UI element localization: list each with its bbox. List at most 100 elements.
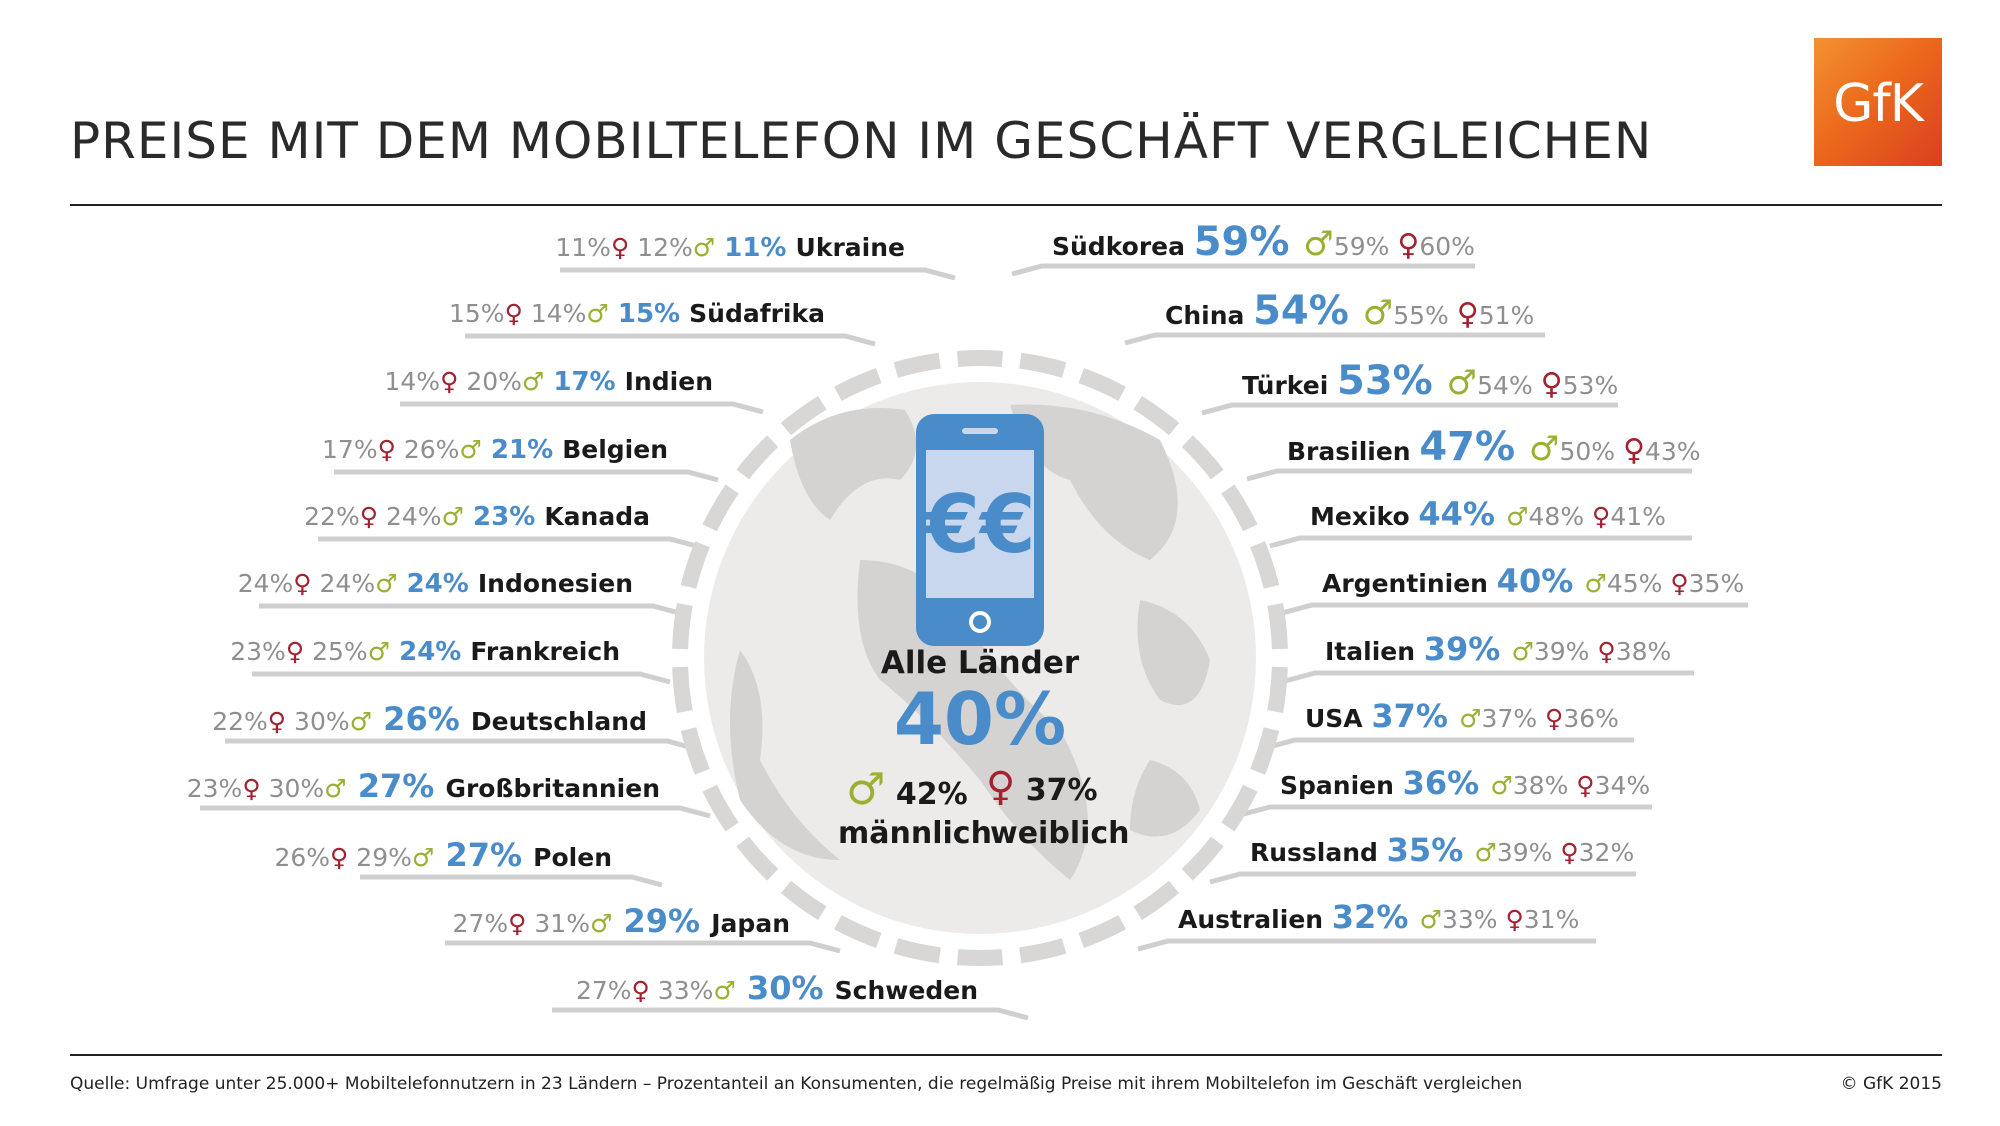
country-label: Italien (1325, 637, 1424, 666)
euro-icon: €€ (922, 478, 1035, 571)
ring-segment (1181, 836, 1224, 881)
male-value: 14% (522, 299, 587, 328)
total-value: 29% (612, 902, 712, 940)
leader-line (1284, 670, 1694, 684)
logo-text: GfK (1833, 74, 1924, 134)
ring-segment (1250, 727, 1280, 775)
female-value: 31% (1523, 905, 1580, 934)
female-icon: ♀ (610, 233, 630, 262)
female-icon: ♀ (1397, 228, 1420, 263)
country-label: Schweden (834, 976, 978, 1005)
ring-segment (1221, 784, 1258, 832)
country-label: Großbritannien (445, 774, 660, 803)
male-icon: ♂ (375, 569, 398, 598)
female-icon: ♀ (267, 707, 287, 736)
country-label: Ukraine (795, 233, 905, 262)
male-value: 50% (1559, 437, 1623, 466)
female-icon: ♀ (359, 502, 379, 531)
female-value: 41% (1610, 502, 1666, 531)
country-label: Polen (533, 843, 612, 872)
male-icon: ♂ (589, 909, 613, 938)
ring-segment (1250, 541, 1280, 589)
male-icon: ♂ (1419, 905, 1442, 934)
total-value: 54% (1253, 288, 1363, 334)
female-icon: ♀ (1540, 367, 1563, 402)
female-icon: ♀ (986, 764, 1016, 810)
leader-line (1201, 402, 1618, 416)
leader-line (200, 805, 711, 819)
overall-male-value: 42% (895, 777, 968, 812)
leader-line (1137, 938, 1596, 952)
male-icon: ♂ (411, 843, 435, 872)
male-icon: ♂ (367, 637, 391, 666)
overall-female: ♀ 37% (986, 764, 1098, 810)
female-value: 51% (1478, 301, 1535, 330)
ring-segment (834, 368, 882, 401)
overall-total: 40% (893, 677, 1067, 761)
source-note: Quelle: Umfrage unter 25.000+ Mobiltelef… (70, 1074, 1523, 1094)
male-icon: ♂ (713, 976, 736, 1005)
female-value: 34% (1594, 771, 1651, 800)
male-value: 30% (286, 707, 350, 736)
country-row-left: 27%♀ 33%♂ 30% Schweden (576, 968, 978, 1008)
country-row-right: Brasilien 47% ♂50% ♀43% (1287, 424, 1701, 470)
male-value: 31% (526, 909, 590, 938)
female-value: 15% (448, 299, 505, 328)
leader-line (1264, 737, 1634, 751)
female-icon: ♀ (508, 909, 527, 938)
country-row-left: 23%♀ 25%♂ 24% Frankreich (230, 632, 620, 672)
ring-segment (893, 938, 941, 964)
divider-bottom (70, 1054, 1942, 1056)
smartphone-icon: €€ (916, 414, 1044, 646)
male-icon: ♂ (1446, 363, 1478, 403)
ring-segment (702, 784, 739, 832)
country-row-left: 27%♀ 31%♂ 29% Japan (453, 901, 790, 941)
male-value: 20% (458, 367, 522, 396)
male-value: 33% (1441, 905, 1506, 934)
country-label: Deutschland (470, 707, 647, 736)
male-icon: ♂ (1459, 704, 1482, 733)
country-label: Brasilien (1287, 437, 1420, 466)
country-label: Spanien (1280, 771, 1403, 800)
male-icon: ♂ (324, 774, 347, 803)
total-value: 47% (1419, 424, 1529, 470)
country-row-right: Argentinien 40% ♂45% ♀35% (1322, 561, 1744, 601)
female-label: weiblich (990, 816, 1130, 851)
overall-summary: Alle Länder 40% (820, 645, 1140, 757)
country-label: Australien (1178, 905, 1332, 934)
male-icon: ♂ (1362, 293, 1394, 333)
copyright: © GfK 2015 (1840, 1074, 1942, 1094)
country-row-left: 22%♀ 30%♂ 26% Deutschland (212, 699, 647, 739)
ring-segment (1019, 938, 1067, 964)
leader-line (1239, 804, 1652, 818)
country-row-right: Australien 32% ♂33% ♀31% (1178, 897, 1579, 937)
ring-segment (680, 727, 710, 775)
female-value: 36% (1563, 704, 1619, 733)
overall-male: ♂ 42% (846, 764, 968, 815)
total-value: 59% (1193, 219, 1304, 265)
female-icon: ♀ (504, 299, 523, 328)
ring-segment (672, 666, 693, 713)
ring-segment (834, 915, 882, 948)
ring-segment (780, 396, 827, 436)
leader-line (552, 1007, 1029, 1021)
gfk-logo: GfK (1814, 38, 1942, 166)
female-value: 27% (575, 976, 632, 1005)
page-title: PREISE MIT DEM MOBILTELEFON IM GESCHÄFT … (70, 112, 1653, 170)
country-row-right: Türkei 53% ♂54% ♀53% (1242, 361, 1618, 403)
country-row-right: China 54% ♂55% ♀51% (1165, 288, 1535, 334)
female-value: 32% (1578, 838, 1635, 867)
female-icon: ♀ (631, 976, 650, 1005)
ring-segment (736, 836, 779, 881)
male-icon: ♂ (349, 707, 373, 736)
leader-line (360, 874, 663, 888)
female-icon: ♀ (330, 843, 349, 872)
country-row-right: USA 37% ♂37% ♀36% (1305, 696, 1619, 736)
country-row-left: 23%♀ 30%♂ 27% Großbritannien (187, 766, 660, 806)
total-value: 15% (608, 299, 690, 329)
country-row-left: 22%♀ 24%♂ 23% Kanada (304, 497, 650, 537)
ring-segment (1221, 484, 1258, 532)
total-value: 23% (463, 502, 545, 532)
female-value: 11% (555, 233, 611, 262)
total-value: 24% (390, 637, 471, 667)
